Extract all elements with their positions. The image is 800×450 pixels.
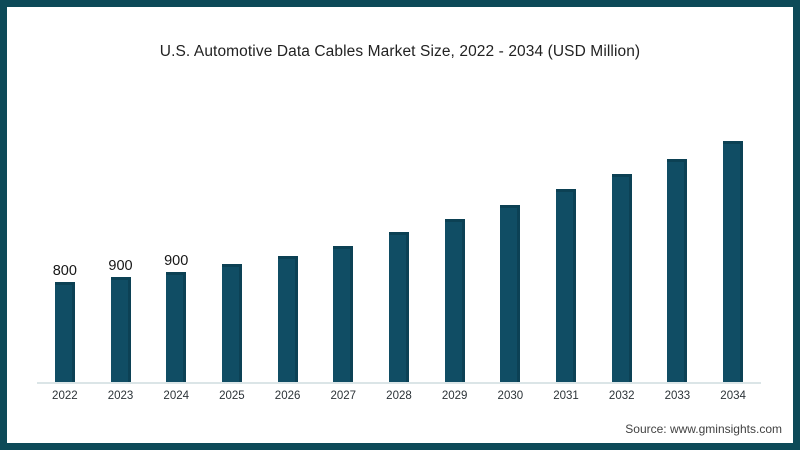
bar-column-2029 (427, 219, 483, 382)
bar-2023 (110, 277, 131, 382)
x-axis-label-2034: 2034 (720, 390, 746, 402)
bar-column-2033 (650, 159, 706, 382)
bar-2032 (611, 174, 632, 382)
bar-column-2031 (538, 189, 594, 382)
bar-2022 (54, 282, 75, 382)
bar-2031 (556, 189, 577, 382)
bar-value-label-2024: 900 (164, 252, 189, 269)
x-axis-label-2023: 2023 (107, 390, 134, 402)
x-axis-label-2028: 2028 (386, 390, 412, 402)
bar-2034 (723, 141, 744, 382)
x-axis-label-2033: 2033 (664, 390, 691, 402)
bar-2029 (444, 219, 465, 382)
x-axis-label-2030: 2030 (497, 390, 524, 402)
bar-column-2026 (260, 256, 316, 382)
bar-2027 (333, 246, 354, 382)
bar-2033 (667, 159, 688, 382)
x-axis-label-2026: 2026 (274, 390, 301, 402)
plot-area: 800 900 900 (37, 132, 761, 384)
bar-column-2028 (371, 232, 427, 382)
bar-column-2030 (483, 205, 539, 382)
x-axis-label-2022: 2022 (52, 390, 78, 402)
x-axis: 2022 2023 2024 2025 2026 2027 2028 2029 2030 2031… (37, 390, 761, 402)
source-credit: Source: www.gminsights.com (625, 422, 782, 436)
bar-2024 (166, 272, 187, 382)
bar-2026 (277, 256, 298, 382)
bar-column-2027 (315, 246, 371, 382)
x-axis-label-2027: 2027 (330, 390, 357, 402)
x-axis-label-2031: 2031 (553, 390, 579, 402)
bar-value-label-2023: 900 (108, 257, 133, 274)
bar-column-2023: 900 (93, 257, 149, 382)
bar-2028 (388, 232, 409, 382)
bar-column-2025 (204, 264, 260, 382)
bar-column-2034 (705, 141, 761, 382)
bar-2025 (221, 264, 242, 382)
x-axis-label-2025: 2025 (219, 390, 245, 402)
x-axis-label-2029: 2029 (441, 390, 468, 402)
chart-title: U.S. Automotive Data Cables Market Size,… (159, 43, 641, 60)
bar-column-2024: 900 (148, 252, 204, 382)
x-axis-label-2032: 2032 (608, 390, 635, 402)
bar-column-2022: 800 (37, 262, 93, 382)
x-axis-label-2024: 2024 (163, 390, 190, 402)
bar-2030 (500, 205, 521, 382)
bar-value-label-2022: 800 (52, 262, 77, 279)
bar-column-2032 (594, 174, 650, 382)
